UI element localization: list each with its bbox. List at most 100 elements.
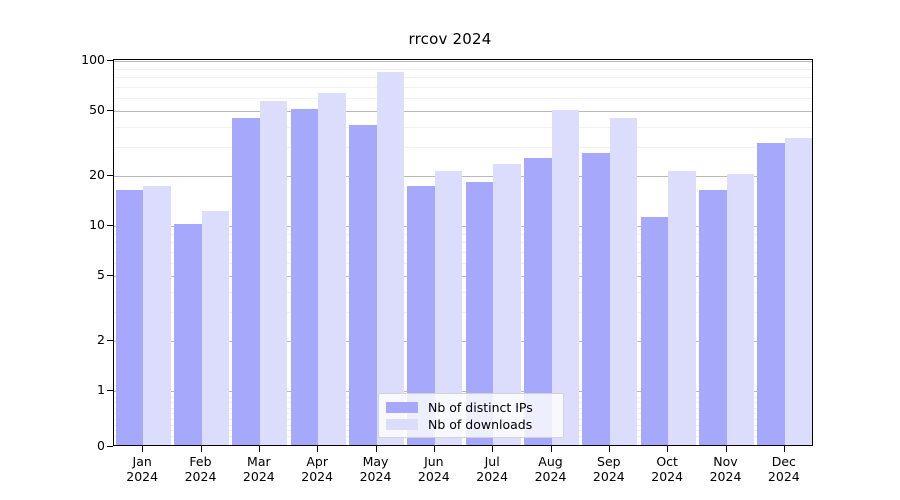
- y-tick-mark: [107, 225, 113, 227]
- gridline-minor: [114, 312, 812, 314]
- bar-oct-downloads: [668, 170, 696, 445]
- y-tick-label: 1: [97, 382, 105, 397]
- y-tick-mark: [107, 390, 113, 392]
- legend-item-downloads: Nb of downloads: [386, 416, 556, 433]
- x-tick-month: Dec: [771, 454, 796, 469]
- gridline-minor: [114, 68, 812, 70]
- bar-may-ips: [349, 124, 377, 445]
- legend-swatch-icon-ips: [386, 402, 418, 413]
- x-tick-month: Sep: [597, 454, 621, 469]
- x-tick-month: Apr: [306, 454, 328, 469]
- x-tick-label-mar: Mar 2024: [229, 454, 289, 484]
- x-tick-year: 2024: [476, 469, 509, 484]
- y-tick-mark: [107, 274, 113, 276]
- bar-nov-downloads: [726, 174, 754, 445]
- x-tick-mark: [492, 446, 494, 452]
- legend-label-ips: Nb of distinct IPs: [428, 400, 533, 415]
- gridline-minor: [114, 76, 812, 78]
- x-tick-mark: [783, 446, 785, 452]
- x-tick-label-jul: Jul 2024: [462, 454, 522, 484]
- x-tick-year: 2024: [184, 469, 217, 484]
- x-tick-year: 2024: [301, 469, 334, 484]
- x-tick-year: 2024: [534, 469, 567, 484]
- x-tick-mark: [550, 446, 552, 452]
- x-tick-month: Aug: [538, 454, 563, 469]
- bar-mar-downloads: [259, 100, 288, 445]
- gridline-minor: [114, 262, 812, 264]
- gridline-major: [114, 391, 812, 392]
- x-tick-label-sep: Sep 2024: [579, 454, 639, 484]
- x-tick-year: 2024: [651, 469, 684, 484]
- x-tick-mark: [725, 446, 727, 452]
- bar-sep-ips: [582, 152, 610, 445]
- x-tick-year: 2024: [242, 469, 275, 484]
- x-tick-label-aug: Aug 2024: [521, 454, 581, 484]
- x-tick-year: 2024: [592, 469, 625, 484]
- x-tick-month: Jul: [484, 454, 500, 469]
- legend: Nb of distinct IPs Nb of downloads: [378, 393, 564, 438]
- x-tick-mark: [667, 446, 669, 452]
- y-tick-mark: [107, 340, 113, 342]
- x-tick-month: Oct: [656, 454, 678, 469]
- gridline-major: [114, 110, 812, 112]
- x-tick-mark: [375, 446, 377, 452]
- gridline-major: [114, 176, 812, 178]
- bar-apr-downloads: [318, 93, 346, 445]
- bar-apr-ips: [290, 108, 319, 445]
- gridline-major: [114, 226, 812, 227]
- gridline-minor: [114, 241, 812, 243]
- bar-dec-ips: [757, 142, 785, 445]
- gridline-minor: [114, 97, 812, 99]
- legend-item-ips: Nb of distinct IPs: [386, 399, 556, 416]
- x-tick-label-feb: Feb 2024: [171, 454, 231, 484]
- bar-jan-downloads: [143, 185, 171, 445]
- legend-label-downloads: Nb of downloads: [428, 417, 533, 432]
- gridline-major: [114, 61, 812, 62]
- x-tick-mark: [258, 446, 260, 452]
- bar-may-downloads: [376, 71, 404, 445]
- x-tick-label-jun: Jun 2024: [404, 454, 464, 484]
- bar-nov-ips: [699, 190, 727, 445]
- gridline-minor: [114, 251, 812, 253]
- gridline-minor: [114, 126, 812, 128]
- y-tick-label: 10: [89, 217, 105, 232]
- x-tick-mark: [608, 446, 610, 452]
- y-tick-mark: [107, 109, 113, 111]
- bar-jan-ips: [115, 190, 144, 445]
- y-tick-mark: [107, 175, 113, 177]
- x-tick-year: 2024: [417, 469, 450, 484]
- gridline-major: [114, 341, 812, 343]
- x-tick-month: Jan: [132, 454, 152, 469]
- x-tick-label-apr: Apr 2024: [287, 454, 347, 484]
- x-tick-month: May: [362, 454, 389, 469]
- y-tick-label: 5: [97, 266, 105, 282]
- y-tick-mark: [107, 60, 113, 62]
- legend-swatch-icon-downloads: [386, 419, 418, 430]
- x-tick-month: Feb: [189, 454, 212, 469]
- x-tick-month: Nov: [713, 454, 738, 469]
- y-tick-label: 2: [97, 332, 105, 348]
- x-tick-label-may: May 2024: [346, 454, 406, 484]
- x-tick-label-nov: Nov 2024: [696, 454, 756, 484]
- y-tick-label: 20: [89, 167, 105, 183]
- x-tick-month: Mar: [247, 454, 271, 469]
- gridline-minor: [114, 291, 812, 293]
- chart-title: rrcov 2024: [408, 30, 492, 48]
- x-tick-mark: [142, 446, 144, 452]
- bar-feb-downloads: [201, 210, 229, 445]
- x-tick-mark: [317, 446, 319, 452]
- gridline-minor: [114, 233, 812, 235]
- y-tick-label: 50: [89, 101, 105, 117]
- bar-aug-downloads: [551, 110, 579, 445]
- x-tick-year: 2024: [359, 469, 392, 484]
- x-tick-month: Jun: [424, 454, 444, 469]
- x-tick-year: 2024: [126, 469, 159, 484]
- y-tick-label: 0: [97, 438, 105, 453]
- x-tick-year: 2024: [709, 469, 742, 484]
- gridline-minor: [114, 86, 812, 88]
- bar-feb-ips: [174, 224, 202, 445]
- bar-oct-ips: [640, 217, 669, 445]
- x-tick-year: 2024: [767, 469, 800, 484]
- gridline-major: [114, 275, 812, 277]
